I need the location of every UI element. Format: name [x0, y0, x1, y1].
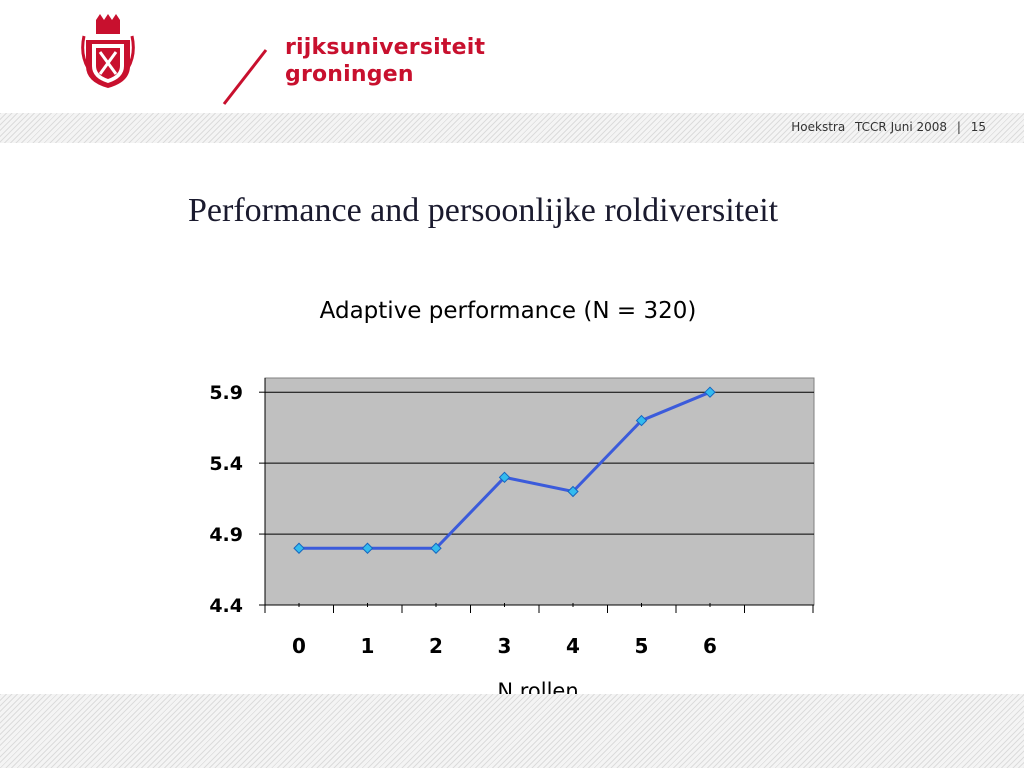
data-point [293, 542, 305, 554]
x-tick-label: 4 [566, 634, 580, 658]
x-tick-label: 3 [498, 634, 512, 658]
x-tick-label: 5 [635, 634, 649, 658]
x-tick-label: 0 [292, 634, 306, 658]
y-tick-label: 5.4 [209, 453, 243, 475]
slide-title: Performance and persoonlijke roldiversit… [188, 192, 779, 229]
slide-footer: Hoekstra TCCR Juni 2008 | 15 [785, 120, 986, 134]
plot-area [264, 377, 815, 606]
university-logo: rijksuniversiteit groningen [80, 14, 485, 105]
y-tick-label: 5.9 [209, 382, 243, 404]
chart-title: Adaptive performance (N = 320) [320, 298, 697, 324]
y-tick-label: 4.9 [209, 524, 243, 546]
crest-icon [81, 14, 135, 88]
data-point [567, 485, 579, 498]
footer-separator: | [956, 120, 961, 134]
university-name-line1: rijksuniversiteit [285, 35, 486, 60]
line-chart: Adaptive performance (N = 320) 0 1 2 3 4 5 6 4… [209, 298, 815, 700]
logo-divider-icon [222, 49, 268, 105]
data-point [704, 386, 716, 398]
x-tick-label: 2 [429, 634, 443, 658]
data-point [361, 542, 374, 554]
x-tick-label: 1 [361, 634, 375, 658]
data-point [635, 414, 648, 427]
footer-author: Hoekstra [791, 120, 846, 134]
footer-event: TCCR Juni 2008 [855, 120, 948, 134]
data-point [498, 471, 511, 484]
x-tick-label: 6 [703, 634, 717, 658]
university-name: rijksuniversiteit groningen [285, 34, 485, 88]
y-tick-label: 4.4 [209, 595, 243, 617]
footer-band [0, 694, 1024, 768]
data-point [430, 542, 442, 554]
footer-page: 15 [970, 120, 986, 134]
header-band [0, 113, 1024, 143]
university-name-line2: groningen [285, 62, 414, 87]
